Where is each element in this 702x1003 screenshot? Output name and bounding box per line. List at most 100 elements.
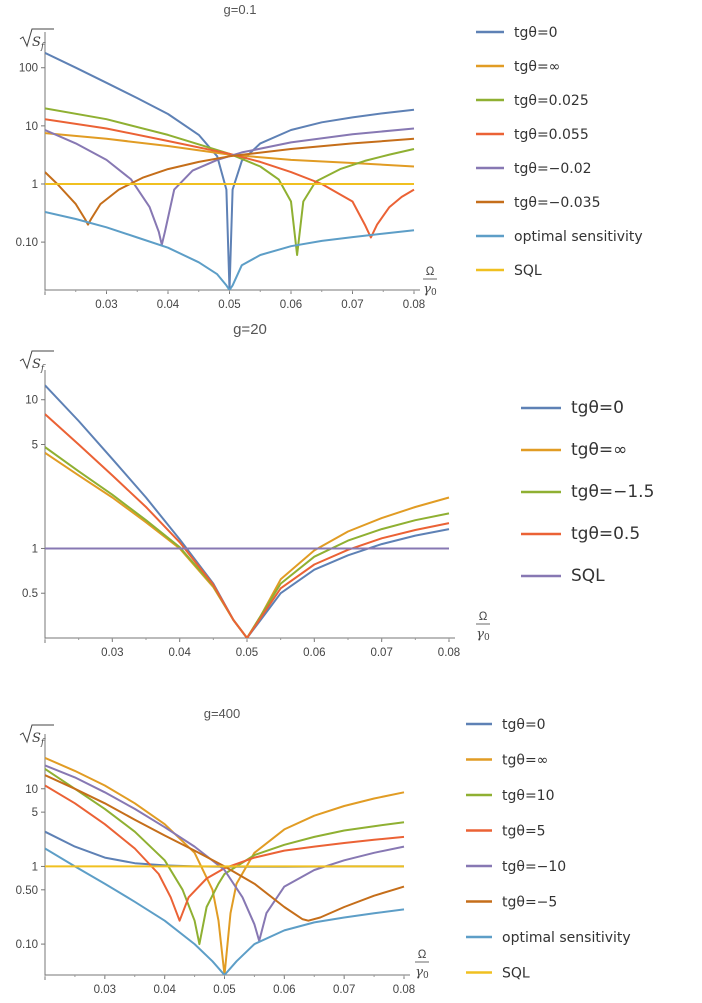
legend-label: tgθ=0.025 (514, 93, 589, 109)
x-tick-label: 0.06 (280, 299, 302, 311)
legend-item: tgθ=0 (476, 25, 558, 41)
x-tick-label: 0.07 (370, 647, 392, 659)
legend-item: tgθ=0.055 (476, 127, 589, 143)
series-line-1 (45, 51, 415, 290)
legend-label: tgθ=∞ (502, 753, 548, 769)
series-line-1 (45, 384, 450, 638)
y-tick-label: 10 (25, 121, 38, 133)
series-line-7 (45, 847, 405, 975)
radical-sign (19, 28, 54, 48)
legend-item: optimal sensitivity (466, 930, 631, 946)
legend-label: tgθ=0 (502, 717, 546, 733)
x-tick-label: 0.03 (101, 647, 123, 659)
y-tick-label: 100 (19, 63, 38, 75)
radical-sign (19, 350, 54, 370)
chart-title: g=20 (233, 321, 267, 338)
x-tick-label: 0.05 (213, 984, 235, 996)
legend-item: tgθ=0.025 (476, 93, 589, 109)
y-tick-label: 1 (32, 861, 38, 873)
series-group (45, 51, 415, 290)
legend-label: tgθ=∞ (514, 59, 560, 75)
x-tick-label: 0.08 (403, 299, 425, 311)
chart-2: g=20 Sf Ωγ0 0.03 0.04 0.05 0.06 0.07 0.08 10 5 1 0.5… (19, 321, 654, 659)
series-line-6 (45, 137, 415, 226)
legend: tgθ=0 tgθ=∞ tgθ=10 tgθ=5 tgθ=−10 tgθ=−5 optima… (466, 717, 631, 982)
legend-item: tgθ=−1.5 (521, 482, 654, 502)
y-tick-label: 0.10 (16, 237, 38, 249)
chart-3: g=400 Sf Ωγ0 0.03 0.04 0.05 0.06 0.07 0.08 10 5 1 0.… (16, 706, 631, 996)
series-line-7 (45, 211, 415, 290)
legend-label: tgθ=0.055 (514, 127, 589, 143)
legend-item: optimal sensitivity (476, 229, 643, 245)
x-tick-label: 0.04 (157, 299, 180, 311)
series-line-3 (45, 446, 450, 638)
x-tick-label: 0.06 (273, 984, 295, 996)
series-line-3 (45, 107, 415, 256)
radical-sign (19, 724, 54, 744)
series-line-4 (45, 784, 405, 922)
y-axis-label-text: Sf (32, 357, 46, 374)
legend-item: tgθ=∞ (521, 440, 627, 460)
legend-item: tgθ=0.5 (521, 524, 640, 544)
legend-label: tgθ=0.5 (571, 524, 640, 544)
legend-label: SQL (502, 966, 530, 982)
legend-item: tgθ=−10 (466, 859, 566, 875)
series-line-2 (45, 132, 415, 168)
x-tick-label: 0.03 (94, 984, 116, 996)
legend-item: tgθ=0 (466, 717, 546, 733)
series-line-3 (45, 768, 405, 946)
x-axis-label-numerator: Ω (479, 611, 488, 623)
x-tick-label: 0.07 (333, 984, 355, 996)
x-axis-label-numerator: Ω (426, 266, 435, 278)
legend-item: tgθ=5 (466, 824, 546, 840)
legend-label: tgθ=0 (514, 25, 558, 41)
y-tick-label: 0.50 (16, 885, 38, 897)
series-line-5 (45, 764, 405, 942)
legend-label: tgθ=−1.5 (571, 482, 654, 502)
legend-label: tgθ=−5 (502, 895, 557, 911)
series-line-1 (45, 830, 404, 868)
legend-label: tgθ=0 (571, 398, 624, 418)
x-tick-label: 0.04 (153, 984, 176, 996)
x-axis-label: Ωγ0 (476, 611, 490, 643)
y-tick-label: 1 (32, 179, 38, 191)
x-tick-label: 0.05 (218, 299, 240, 311)
legend-item: tgθ=−0.035 (476, 195, 600, 211)
x-tick-label: 0.04 (168, 647, 191, 659)
y-axis-label-text: Sf (32, 35, 46, 52)
legend-item: tgθ=∞ (476, 59, 560, 75)
series-line-2 (45, 451, 450, 638)
x-tick-label: 0.07 (341, 299, 363, 311)
y-axis-label-text: Sf (32, 731, 46, 748)
legend-item: tgθ=∞ (466, 753, 548, 769)
y-tick-label: 0.5 (22, 588, 38, 600)
legend-label: tgθ=5 (502, 824, 546, 840)
y-tick-label: 10 (25, 395, 38, 407)
y-axis-label: Sf (19, 28, 54, 52)
legend-label: tgθ=∞ (571, 440, 627, 460)
y-axis-label: Sf (19, 724, 54, 748)
legend-item: SQL (476, 263, 542, 279)
legend-item: SQL (521, 566, 605, 586)
y-tick-label: 0.10 (16, 939, 38, 951)
legend: tgθ=0 tgθ=∞ tgθ=0.025 tgθ=0.055 tgθ=−0.02 tgθ… (476, 25, 643, 279)
y-axis-label: Sf (19, 350, 54, 374)
x-tick-label: 0.08 (438, 647, 460, 659)
legend-label: tgθ=−10 (502, 859, 566, 875)
x-axis-label-denominator: γ0 (476, 627, 490, 643)
series-line-5 (45, 127, 415, 246)
chart-1: g=0.1 Sf Ωγ0 0.03 0.04 0.05 0.06 0.07 0.08 100 10 1… (16, 2, 643, 311)
x-tick-label: 0.08 (393, 984, 415, 996)
legend-item: tgθ=−0.02 (476, 161, 592, 177)
x-tick-label: 0.03 (95, 299, 117, 311)
chart-title: g=0.1 (224, 2, 257, 17)
legend-item: tgθ=10 (466, 788, 555, 804)
y-tick-label: 1 (32, 543, 38, 555)
series-line-4 (45, 118, 415, 239)
series-line-4 (45, 413, 450, 638)
chart-title: g=400 (204, 706, 241, 721)
legend-label: tgθ=−0.035 (514, 195, 600, 211)
legend-label: optimal sensitivity (514, 229, 643, 245)
legend-item: tgθ=0 (521, 398, 624, 418)
